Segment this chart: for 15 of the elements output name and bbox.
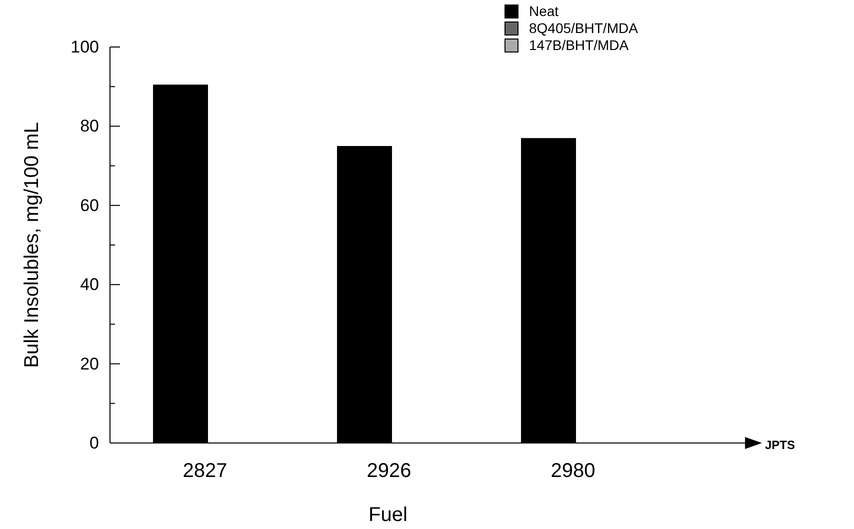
x-tick-label: 2827 bbox=[182, 460, 228, 482]
y-axis-title: Bulk Insolubles, mg/100 mL bbox=[21, 122, 43, 368]
y-tick-label: 0 bbox=[90, 433, 99, 452]
legend-label: 8Q405/BHT/MDA bbox=[529, 20, 639, 36]
x-axis-title: Fuel bbox=[368, 504, 408, 526]
legend-label: Neat bbox=[529, 3, 559, 19]
text: JPTS bbox=[765, 438, 796, 452]
y-tick-label: 40 bbox=[80, 275, 99, 294]
y-tick-label: 80 bbox=[80, 116, 99, 136]
x-tick-label: 2980 bbox=[550, 460, 596, 482]
x-tick-label: 2926 bbox=[366, 460, 412, 482]
y-tick-label: 100 bbox=[70, 37, 99, 56]
y-tick-label: 60 bbox=[80, 196, 99, 215]
y-tick-label: 20 bbox=[80, 354, 99, 374]
legend-label: 147B/BHT/MDA bbox=[529, 37, 630, 53]
